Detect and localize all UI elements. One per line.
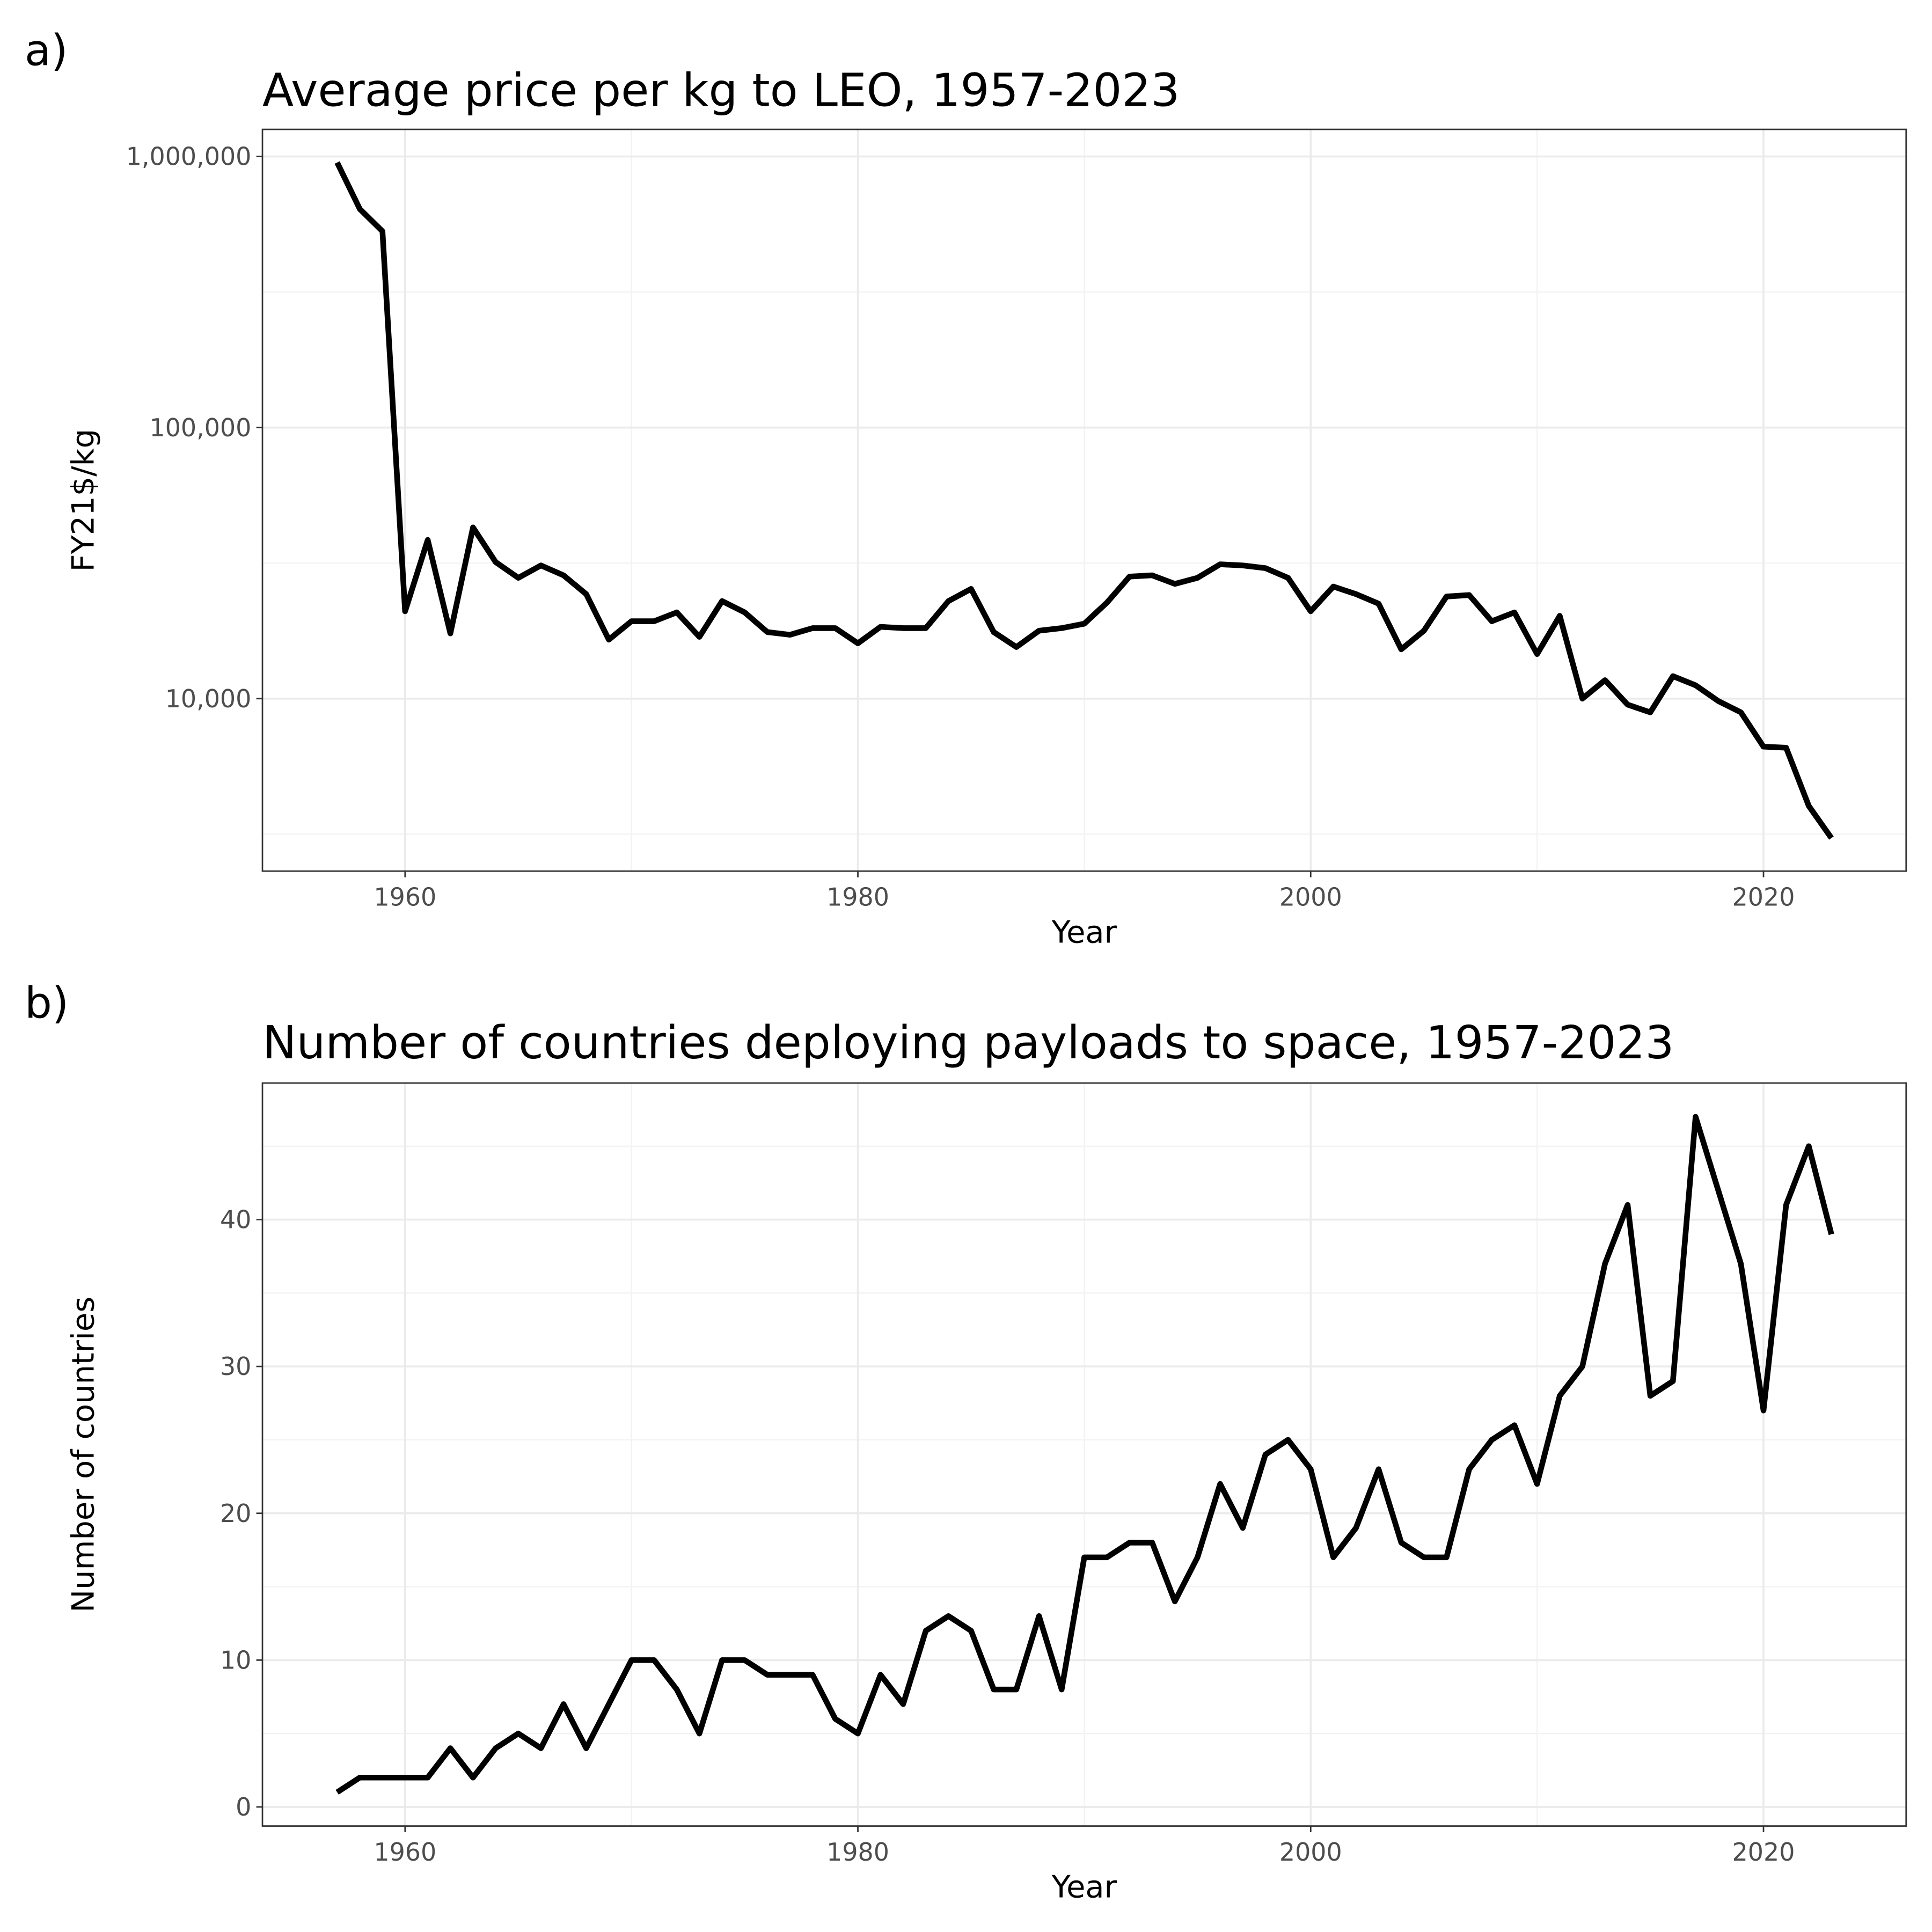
y-tick-label: 0 — [236, 1792, 251, 1821]
y-axis-title: FY21$/kg — [65, 429, 101, 572]
x-tick-label: 2000 — [1279, 883, 1342, 912]
y-tick-label: 1,000,000 — [126, 142, 252, 171]
x-tick-label: 2000 — [1279, 1838, 1342, 1867]
x-tick-label: 2020 — [1732, 1838, 1795, 1867]
x-tick-label: 1980 — [826, 883, 889, 912]
x-tick-label: 1960 — [374, 883, 436, 912]
y-tick-label: 100,000 — [150, 413, 252, 442]
plot-border — [261, 1082, 1907, 1827]
y-tick-label: 30 — [220, 1352, 251, 1381]
plot-border — [261, 128, 1907, 872]
x-tick-label: 2020 — [1732, 883, 1795, 912]
panel-tag: b) — [25, 977, 69, 1028]
chart-title: Average price per kg to LEO, 1957-2023 — [262, 64, 1180, 117]
panel-tag: a) — [25, 25, 68, 76]
y-tick-label: 20 — [220, 1499, 251, 1528]
data-line — [335, 1114, 1834, 1795]
x-axis-title: Year — [1051, 914, 1117, 950]
x-tick-label: 1960 — [374, 1838, 436, 1867]
y-tick-label: 40 — [220, 1205, 251, 1234]
y-axis-title: Number of countries — [65, 1297, 101, 1613]
y-tick-label: 10 — [220, 1645, 251, 1674]
x-axis-title: Year — [1051, 1869, 1117, 1905]
x-tick-label: 1980 — [826, 1838, 889, 1867]
y-tick-label: 10,000 — [165, 684, 252, 713]
chart-title: Number of countries deploying payloads t… — [262, 1016, 1674, 1070]
data-line — [334, 161, 1834, 840]
